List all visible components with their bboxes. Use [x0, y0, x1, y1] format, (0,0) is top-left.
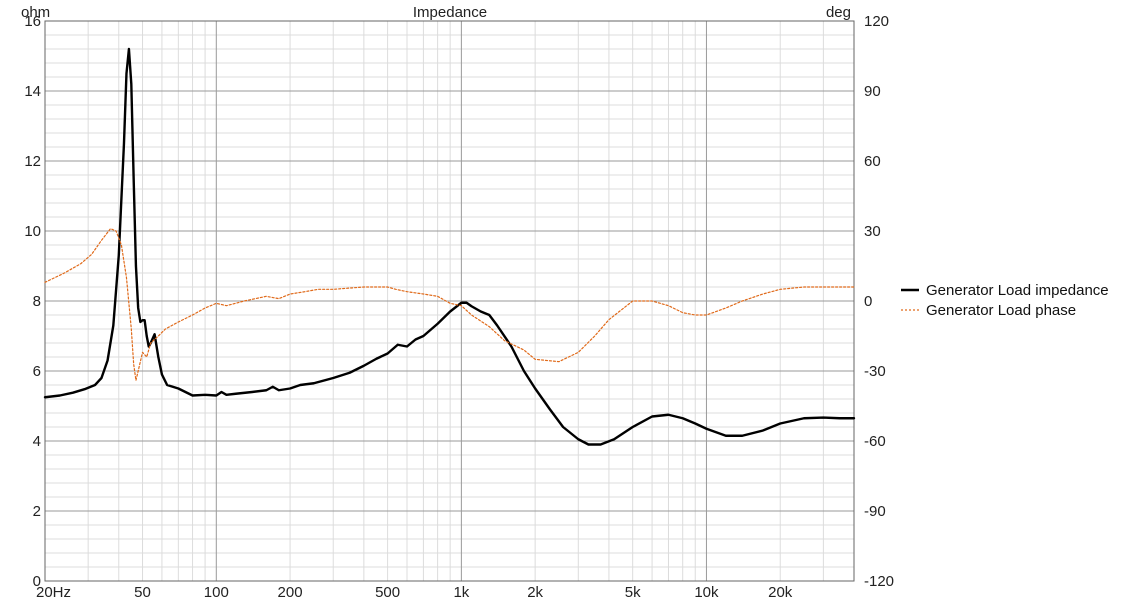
y-left-tick-label: 16 — [24, 13, 41, 30]
y-right-tick-label: -90 — [864, 503, 886, 520]
x-tick-label: 100 — [204, 584, 229, 600]
y-left-tick-label: 4 — [33, 433, 41, 450]
y-right-tick-label: -60 — [864, 433, 886, 450]
y-right-tick-label: 60 — [864, 153, 881, 170]
y-left-tick-label: 12 — [24, 153, 41, 170]
series-line-impedance — [43, 47, 856, 446]
y-right-tick-label: -120 — [864, 573, 894, 590]
grid-major — [45, 21, 854, 581]
y-right-tick-label: -30 — [864, 363, 886, 380]
x-tick-label: 10k — [694, 584, 719, 600]
y-left-tick-label: 10 — [24, 223, 41, 240]
legend-label-phase: Generator Load phase — [926, 302, 1076, 319]
y-left-tick-label: 14 — [24, 83, 41, 100]
y-left-tick-label: 2 — [33, 503, 41, 520]
y-right-tick-label: 30 — [864, 223, 881, 240]
x-tick-label: 20Hz — [36, 584, 71, 600]
plot-frame — [44, 20, 855, 582]
y-left-tick-label: 8 — [33, 293, 41, 310]
y-right-tick-label: 90 — [864, 83, 881, 100]
chart-title: Impedance — [413, 4, 487, 21]
y-right-tick-label: 0 — [864, 293, 872, 310]
y-axis-right-ticks: -120 -90 -60 -30 0 30 60 90 120 — [864, 13, 894, 590]
x-tick-label: 5k — [625, 584, 641, 600]
legend: Generator Load impedance Generator Load … — [901, 282, 1109, 319]
x-tick-label: 20k — [768, 584, 793, 600]
y-left-tick-label: 0 — [33, 573, 41, 590]
x-axis-ticks: 20Hz 50 100 200 500 1k 2k 5k 10k 20k — [36, 584, 793, 600]
y-left-tick-label: 6 — [33, 363, 41, 380]
x-tick-label: 50 — [134, 584, 151, 600]
y-axis-left-ticks: 0 2 4 6 8 10 12 14 16 — [24, 13, 41, 590]
x-tick-label: 2k — [527, 584, 543, 600]
series-layer — [43, 47, 856, 446]
y-right-tick-label: 120 — [864, 13, 889, 30]
legend-label-impedance: Generator Load impedance — [926, 282, 1109, 299]
series-line-phase — [44, 228, 855, 381]
y-axis-right-label: deg — [826, 4, 851, 21]
x-tick-label: 500 — [375, 584, 400, 600]
x-tick-label: 200 — [278, 584, 303, 600]
x-tick-label: 1k — [453, 584, 469, 600]
y-axis-left-label: ohm — [21, 4, 50, 21]
